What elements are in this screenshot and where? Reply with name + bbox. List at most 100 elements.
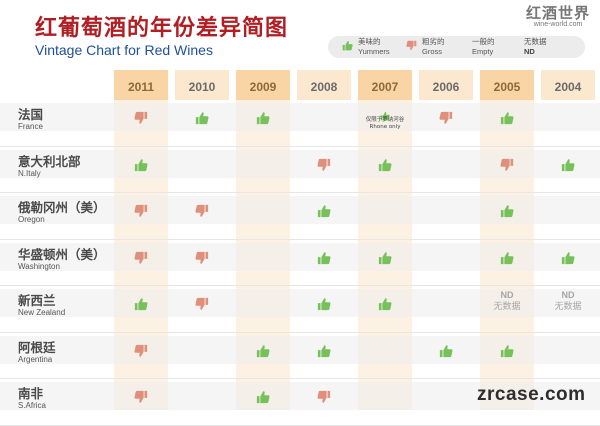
legend-empty-en: Empty <box>472 47 494 56</box>
thumbs-up-icon <box>236 110 290 126</box>
thumbs-up-icon <box>342 40 353 54</box>
year-label: 2007 <box>371 80 399 94</box>
row-band <box>0 289 600 317</box>
thumbs-down-icon <box>114 250 168 266</box>
thumbs-down-icon <box>114 110 168 126</box>
year-label: 2010 <box>188 80 216 94</box>
year-label: 2008 <box>310 80 338 94</box>
thumbs-down-icon <box>175 250 229 266</box>
legend-empty-zh: 一般的 <box>472 37 495 46</box>
no-data-label: ND 无数据 <box>480 290 534 313</box>
thumbs-up-icon <box>175 110 229 126</box>
row-band <box>0 149 600 178</box>
thumbs-up-icon <box>480 203 534 219</box>
row-separator <box>0 331 600 333</box>
no-data-code: ND <box>561 290 575 300</box>
region-name-en: Washington <box>18 261 60 271</box>
column-header <box>541 70 595 100</box>
column-header <box>297 70 351 100</box>
column-header <box>419 70 473 100</box>
thumbs-up-icon <box>114 296 168 312</box>
thumbs-up-icon <box>236 389 290 405</box>
thumbs-down-icon <box>480 157 534 173</box>
thumbs-down-icon <box>175 203 229 219</box>
legend-nodata-zh: 无数据 <box>524 37 547 46</box>
row-band <box>0 382 600 410</box>
region-name-en: S.Africa <box>18 401 47 410</box>
region-name-zh: 华盛顿州（美） <box>18 246 106 262</box>
thumbs-up-icon <box>297 203 351 219</box>
region-name-en: France <box>18 122 43 131</box>
no-data-zh: 无数据 <box>493 302 521 312</box>
year-label: 2009 <box>249 80 277 94</box>
logo-text-en: wine-world.com <box>533 21 583 28</box>
row-separator <box>0 378 600 379</box>
thumbs-up-icon <box>480 343 534 359</box>
thumbs-up-icon <box>297 250 351 266</box>
no-data-zh: 无数据 <box>554 302 582 312</box>
legend-nodata-en: ND <box>524 47 535 56</box>
region-name-zh: 法国 <box>18 107 44 122</box>
thumbs-down-icon <box>114 343 168 359</box>
thumbs-up-icon <box>480 250 534 266</box>
region-name-zh: 南非 <box>18 386 44 401</box>
year-label: 2004 <box>554 80 582 94</box>
thumbs-up-icon <box>114 157 168 173</box>
thumbs-down-icon <box>114 389 168 405</box>
year-label: 2006 <box>432 80 460 94</box>
region-name-zh: 新西兰 <box>18 293 56 308</box>
legend-yummers-zh: 美味的 <box>358 37 381 46</box>
region-name-en: New Zealand <box>18 308 66 317</box>
row-band <box>0 196 600 224</box>
row-separator <box>0 424 600 426</box>
row-separator <box>0 238 600 240</box>
page-title: 红葡萄酒的年份差异简图 <box>35 15 289 41</box>
thumbs-up-icon <box>358 106 412 122</box>
thumbs-up-icon <box>541 250 595 266</box>
vintage-note: 仅限于罗讷河谷 <box>365 117 405 123</box>
thumbs-up-icon <box>297 343 351 359</box>
row-band <box>0 103 600 131</box>
year-label: 2005 <box>493 80 521 94</box>
thumbs-up-icon <box>419 343 473 359</box>
thumbs-up-icon <box>297 296 351 312</box>
thumbs-up-icon <box>541 157 595 173</box>
legend-yummers-en: Yummers <box>358 47 390 56</box>
page-subtitle: Vintage Chart for Red Wines <box>35 42 213 58</box>
thumbs-up-icon <box>480 110 534 126</box>
region-name-en: Argentina <box>18 354 53 364</box>
legend-gross-zh: 粗劣的 <box>422 37 445 46</box>
thumbs-up-icon <box>358 296 412 312</box>
region-name-zh: 俄勒冈州（美） <box>18 200 106 215</box>
column-header <box>480 70 534 100</box>
vintage-note-en: Rhone only <box>369 124 401 130</box>
thumbs-down-icon <box>297 389 351 405</box>
row-band <box>0 335 600 364</box>
thumbs-down-icon <box>406 40 417 54</box>
column-header <box>175 70 229 100</box>
region-name-en: N.Italy <box>18 168 41 178</box>
no-data-code: ND <box>500 290 514 300</box>
column-header <box>114 70 168 100</box>
row-separator <box>0 145 600 147</box>
logo-text-zh: 红酒世界 <box>525 4 590 22</box>
thumbs-down-icon <box>297 157 351 173</box>
row-separator <box>0 192 600 193</box>
row-band <box>0 242 600 271</box>
legend: 美味的 Yummers 粗劣的 Gross 一般的 Empty 无数据 ND <box>328 36 585 58</box>
column-header <box>358 70 412 100</box>
row-separator <box>0 285 600 286</box>
region-name-zh: 阿根廷 <box>18 339 56 355</box>
legend-gross-en: Gross <box>422 47 443 56</box>
thumbs-down-icon <box>114 203 168 219</box>
brand-logo: 红酒世界 wine-world.com <box>518 2 598 28</box>
thumbs-down-icon <box>175 296 229 312</box>
thumbs-down-icon <box>419 110 473 126</box>
year-label: 2011 <box>127 80 155 94</box>
thumbs-up-icon <box>358 157 412 173</box>
region-name-en: Oregon <box>18 215 45 224</box>
watermark: zrcase.com <box>477 384 586 405</box>
thumbs-up-icon <box>358 250 412 266</box>
no-data-label: ND 无数据 <box>541 290 595 313</box>
thumbs-up-icon <box>236 343 290 359</box>
